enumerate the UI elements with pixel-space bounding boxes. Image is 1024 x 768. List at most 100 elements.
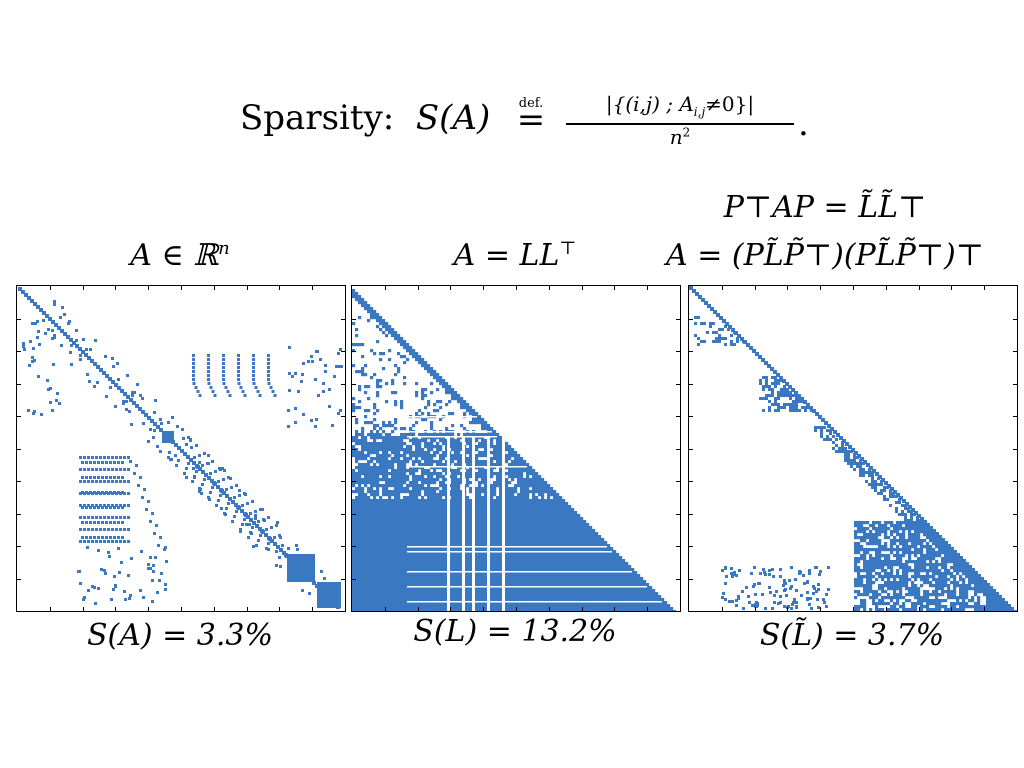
nonzero-entry: [508, 502, 511, 505]
nonzero-entry: [577, 523, 580, 526]
nonzero-entry: [257, 520, 260, 523]
nonzero-entry: [466, 568, 469, 571]
nonzero-entry: [228, 498, 231, 501]
nonzero-entry: [403, 448, 406, 451]
nonzero-entry: [571, 529, 574, 532]
nonzero-entry: [610, 568, 613, 571]
nonzero-entry: [508, 445, 511, 448]
nonzero-entry: [601, 538, 604, 541]
nonzero-entry: [69, 351, 72, 354]
nonzero-entry: [97, 587, 100, 590]
nonzero-entry: [424, 508, 427, 511]
nonzero-entry: [499, 502, 502, 505]
nonzero-entry: [574, 592, 577, 595]
nonzero-entry: [376, 538, 379, 541]
nonzero-entry: [370, 514, 373, 517]
nonzero-entry: [364, 301, 367, 304]
nonzero-entry: [177, 459, 180, 462]
nonzero-entry: [379, 427, 382, 430]
nonzero-entry: [415, 391, 418, 394]
nonzero-entry: [379, 469, 382, 472]
nonzero-entry: [595, 559, 598, 562]
nonzero-entry: [565, 577, 568, 580]
nonzero-entry: [370, 559, 373, 562]
nonzero-entry: [619, 592, 622, 595]
nonzero-entry: [628, 589, 631, 592]
nonzero-entry: [550, 574, 553, 577]
nonzero-entry: [385, 508, 388, 511]
nonzero-entry: [628, 583, 631, 586]
nonzero-entry: [490, 532, 493, 535]
nonzero-entry: [123, 456, 126, 459]
nonzero-entry: [391, 544, 394, 547]
nonzero-entry: [541, 541, 544, 544]
nonzero-entry: [565, 514, 568, 517]
nonzero-entry: [239, 528, 242, 531]
nonzero-entry: [376, 454, 379, 457]
nonzero-entry: [276, 546, 279, 549]
nonzero-entry: [484, 583, 487, 586]
nonzero-entry: [571, 538, 574, 541]
nonzero-entry: [523, 559, 526, 562]
nonzero-entry: [403, 565, 406, 568]
nonzero-entry: [556, 562, 559, 565]
nonzero-entry: [394, 550, 397, 553]
nonzero-entry: [400, 472, 403, 475]
nonzero-entry: [493, 454, 496, 457]
nonzero-entry: [589, 529, 592, 532]
nonzero-entry: [628, 574, 631, 577]
nonzero-entry: [391, 457, 394, 460]
nonzero-entry: [358, 538, 361, 541]
nonzero-entry: [95, 492, 98, 495]
nonzero-entry: [195, 444, 198, 447]
nonzero-entry: [361, 538, 364, 541]
nonzero-entry: [532, 595, 535, 598]
nonzero-entry: [538, 511, 541, 514]
nonzero-entry: [526, 475, 529, 478]
nonzero-entry: [631, 595, 634, 598]
nonzero-entry: [418, 358, 421, 361]
nonzero-entry: [400, 343, 403, 346]
nonzero-entry: [565, 559, 568, 562]
nonzero-entry: [225, 386, 228, 389]
nonzero-entry: [385, 532, 388, 535]
nonzero-entry: [352, 289, 355, 292]
nonzero-entry: [373, 505, 376, 508]
nonzero-entry: [490, 484, 493, 487]
nonzero-entry: [457, 574, 460, 577]
nonzero-entry: [454, 577, 457, 580]
nonzero-entry: [508, 553, 511, 556]
nonzero-entry: [302, 413, 305, 416]
nonzero-entry: [514, 562, 517, 565]
nonzero-entry: [559, 514, 562, 517]
nonzero-entry: [583, 520, 586, 523]
nonzero-entry: [508, 463, 511, 466]
nonzero-entry: [412, 577, 415, 580]
nonzero-entry: [469, 517, 472, 520]
nonzero-entry: [478, 580, 481, 583]
nonzero-entry: [207, 454, 210, 457]
nonzero-entry: [508, 562, 511, 565]
nonzero-entry: [427, 496, 430, 499]
nonzero-entry: [523, 580, 526, 583]
nonzero-entry: [400, 550, 403, 553]
nonzero-entry: [418, 478, 421, 481]
nonzero-entry: [418, 565, 421, 568]
nonzero-entry: [559, 538, 562, 541]
nonzero-entry: [373, 589, 376, 592]
nonzero-entry: [397, 469, 400, 472]
nonzero-entry: [559, 502, 562, 505]
nonzero-entry: [535, 514, 538, 517]
nonzero-entry: [427, 523, 430, 526]
nonzero-entry: [436, 433, 439, 436]
nonzero-entry: [32, 347, 35, 350]
nonzero-entry: [214, 470, 217, 473]
nonzero-entry: [388, 523, 391, 526]
defined-as-symbol: def. =: [508, 96, 554, 136]
nonzero-entry: [589, 580, 592, 583]
nonzero-entry: [100, 568, 103, 571]
dense-block: [162, 431, 174, 443]
nonzero-entry: [409, 484, 412, 487]
nonzero-entry: [430, 574, 433, 577]
nonzero-entry: [99, 540, 102, 543]
